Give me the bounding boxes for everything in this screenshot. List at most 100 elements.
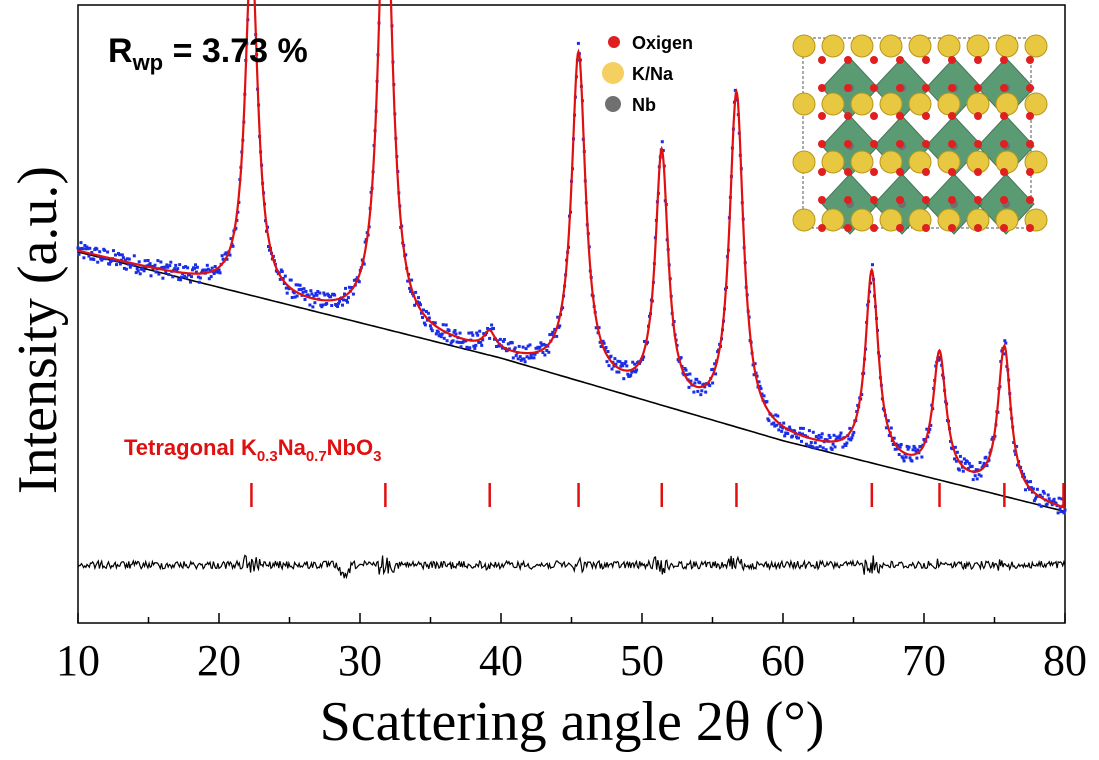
observed-point	[820, 436, 823, 439]
oxygen-atom	[844, 112, 852, 120]
observed-point	[492, 327, 495, 330]
observed-point	[199, 276, 202, 279]
observed-point	[490, 324, 493, 327]
observed-point	[841, 446, 844, 449]
legend-label-oxygen: Oxigen	[632, 33, 693, 53]
observed-point	[625, 364, 628, 367]
x-tick-label: 30	[338, 636, 382, 685]
observed-point	[133, 254, 136, 257]
observed-point	[193, 267, 196, 270]
phase-label-text: Tetragonal K	[124, 435, 257, 460]
observed-point	[831, 448, 834, 451]
phase-label-subscript: 0.7	[306, 448, 327, 465]
observed-point	[108, 263, 111, 266]
k-na-atom	[793, 209, 815, 231]
k-na-atom	[880, 35, 902, 57]
observed-point	[958, 469, 961, 472]
observed-point	[180, 276, 183, 279]
observed-point	[458, 341, 461, 344]
observed-point	[905, 456, 908, 459]
observed-point	[772, 422, 775, 425]
observed-point	[459, 332, 462, 335]
oxygen-atom	[870, 224, 878, 232]
observed-point	[311, 305, 314, 308]
observed-point	[1053, 498, 1056, 501]
observed-point	[780, 430, 783, 433]
observed-point	[920, 456, 923, 459]
observed-point	[1047, 494, 1050, 497]
observed-point	[700, 389, 703, 392]
observed-point	[308, 304, 311, 307]
oxygen-atom	[922, 140, 930, 148]
observed-point	[1048, 497, 1051, 500]
oxygen-atom	[922, 56, 930, 64]
observed-point	[622, 377, 625, 380]
observed-point	[479, 341, 482, 344]
observed-point	[219, 271, 222, 274]
observed-point	[499, 338, 502, 341]
oxygen-atom	[1000, 224, 1008, 232]
oxygen-atom	[896, 84, 904, 92]
oxygen-atom	[818, 196, 826, 204]
oxygen-atom	[896, 140, 904, 148]
observed-point	[767, 419, 770, 422]
oxygen-atom	[1026, 112, 1034, 120]
observed-point	[833, 434, 836, 437]
observed-point	[480, 344, 483, 347]
observed-point	[358, 280, 361, 283]
observed-point	[155, 271, 158, 274]
rwp-subscript: wp	[132, 50, 164, 75]
oxygen-atom	[1000, 168, 1008, 176]
observed-point	[1043, 492, 1046, 495]
observed-point	[518, 345, 521, 348]
observed-point	[454, 329, 457, 332]
observed-point	[467, 332, 470, 335]
observed-point	[304, 298, 307, 301]
difference-curve-group	[78, 555, 1065, 578]
observed-point	[699, 393, 702, 396]
oxygen-atom	[1026, 56, 1034, 64]
phase-label-text: Na	[278, 435, 307, 460]
observed-point	[688, 386, 691, 389]
observed-point	[446, 339, 449, 342]
observed-point	[698, 381, 701, 384]
observed-point	[429, 324, 432, 327]
observed-point	[799, 427, 802, 430]
observed-point	[528, 357, 531, 360]
observed-point	[808, 429, 811, 432]
observed-point	[577, 42, 580, 45]
observed-point	[169, 261, 172, 264]
observed-point	[1046, 503, 1049, 506]
observed-point	[441, 333, 444, 336]
observed-point	[147, 259, 150, 262]
k-na-atom	[851, 93, 873, 115]
observed-point	[424, 323, 427, 326]
observed-point	[810, 441, 813, 444]
oxygen-atom	[818, 84, 826, 92]
reflection-markers-group	[251, 483, 1063, 507]
observed-point	[421, 316, 424, 319]
phase-label-text: NbO	[327, 435, 373, 460]
observed-point	[114, 254, 117, 257]
oxygen-atom	[1000, 84, 1008, 92]
observed-point	[196, 266, 199, 269]
background-curve-group	[78, 252, 1065, 512]
observed-point	[139, 272, 142, 275]
oxygen-atom	[818, 168, 826, 176]
oxygen-atom	[922, 112, 930, 120]
oxygen-atom	[1000, 196, 1008, 204]
oxygen-atom	[922, 168, 930, 176]
observed-point	[1063, 511, 1066, 514]
observed-point	[321, 304, 324, 307]
oxygen-atom	[896, 56, 904, 64]
phase-label-subscript: 0.3	[257, 448, 278, 465]
observed-point	[137, 270, 140, 273]
observed-point	[171, 275, 174, 278]
observed-point	[972, 478, 975, 481]
observed-point	[417, 296, 420, 299]
phase-label-subscript: 3	[373, 448, 381, 465]
observed-point	[908, 446, 911, 449]
observed-point	[812, 431, 815, 434]
observed-point	[851, 434, 854, 437]
observed-point	[514, 346, 517, 349]
